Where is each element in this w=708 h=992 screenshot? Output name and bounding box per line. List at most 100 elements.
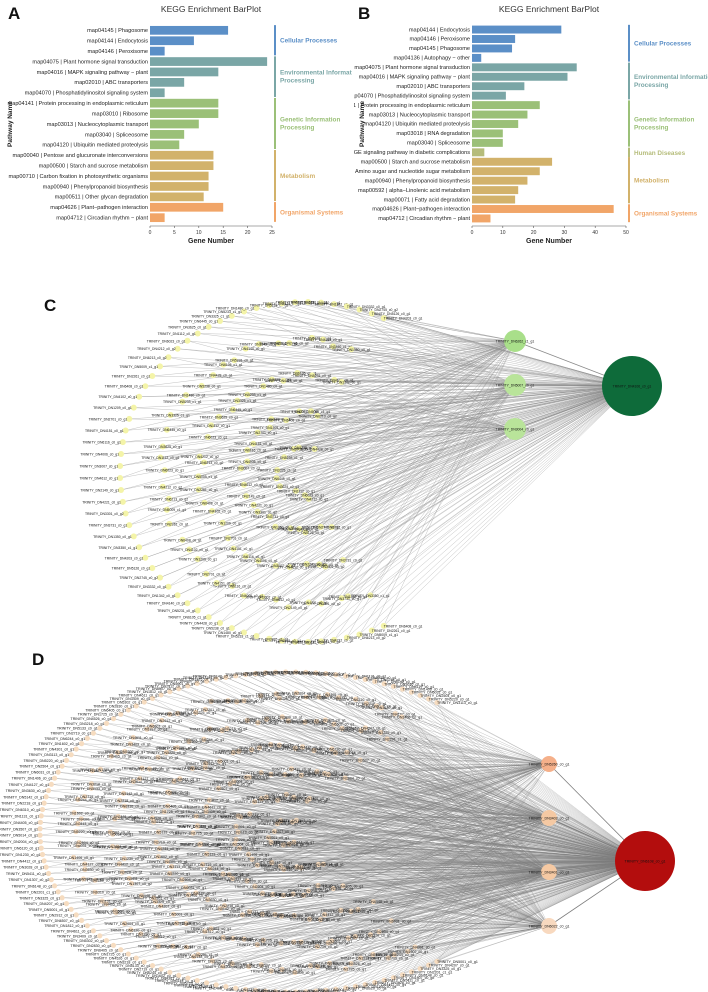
edge	[316, 763, 550, 772]
leaf-label: TRINITY_DN4611_c0_g1	[262, 968, 303, 972]
edge	[341, 728, 646, 862]
leaf-label: TRINITY_DN4412_c0_g1	[1, 859, 42, 863]
leaf-node	[48, 781, 54, 787]
leaf-node	[193, 890, 199, 896]
leaf-label: TRINITY_DN3731_c0_g1	[89, 524, 128, 528]
leaf-node	[320, 861, 327, 867]
edge	[133, 385, 633, 537]
edge	[245, 348, 516, 386]
leaf-label: TRINITY_DN5133_c0_g1	[138, 830, 179, 834]
leaf-node	[45, 787, 52, 794]
edge	[428, 698, 646, 862]
leaf-node	[103, 720, 110, 726]
leaf-node	[167, 711, 173, 717]
leaf-node	[78, 741, 85, 747]
leaf-label: TRINITY_DN1131_c0_g1	[229, 910, 270, 914]
leaf-label: TRINITY_DN2745_c0_g2	[359, 308, 398, 312]
leaf-label: TRINITY_DN6213_c0_g2	[185, 461, 224, 465]
bar	[150, 130, 185, 139]
edge	[312, 340, 516, 376]
leaf-label: TRINITY_DN6310_c0_g1	[335, 698, 376, 702]
leaf-node	[331, 376, 338, 383]
leaf-node	[161, 467, 168, 474]
leaf-node	[255, 341, 262, 348]
leaf-node	[279, 637, 286, 644]
bar	[472, 35, 516, 43]
leaf-node	[266, 302, 273, 309]
leaf-label: TRINITY_DN3325_c0_g1	[135, 900, 176, 904]
leaf-node	[114, 844, 120, 850]
leaf-label: TRINITY_DN6445_c0_g1	[214, 408, 253, 412]
leaf-node	[203, 761, 209, 767]
leaf-node	[296, 408, 303, 415]
edge	[197, 385, 633, 560]
leaf-node	[388, 918, 394, 924]
leaf-node	[379, 705, 385, 711]
edge	[177, 747, 646, 862]
leaf-label: TRINITY_DN6120_c0_g1	[346, 986, 387, 990]
leaf-label: TRINITY_DN6105_c1_g1	[276, 301, 315, 305]
bar	[150, 46, 165, 56]
edge	[114, 818, 550, 927]
leaf-label: TRINITY_DN5233_c1_g1	[216, 635, 255, 639]
leaf-label: TRINITY_DN4102_c0_g1	[252, 418, 291, 422]
leaf-label: TRINITY_DN5133_c0_g1	[110, 964, 151, 968]
edge	[169, 691, 550, 819]
edge	[301, 860, 646, 943]
edge	[242, 763, 550, 915]
leaf-node	[184, 337, 191, 344]
leaf-node	[246, 851, 252, 857]
leaf-label: TRINITY_DN2719_c0_g1	[136, 841, 177, 845]
edge	[227, 700, 646, 862]
edge	[141, 860, 646, 896]
leaf-label: TRINITY_DN3007_c0_g1	[79, 465, 118, 469]
x-tick-label: 30	[562, 230, 568, 236]
edge	[236, 701, 646, 862]
leaf-node	[274, 467, 281, 474]
leaf-label: TRINITY_DN3630_c0_g1	[187, 898, 228, 902]
leaf-node	[144, 726, 150, 732]
edge	[317, 817, 550, 967]
edge	[166, 340, 516, 430]
leaf-label: TRINITY_DN4526_c0_g1	[261, 942, 302, 946]
leaf-node	[273, 691, 279, 697]
edge	[119, 863, 550, 927]
edge	[333, 385, 633, 641]
leaf-label: TRINITY_DN4151_c0_g1	[197, 582, 236, 586]
leaf-node	[246, 963, 252, 970]
leaf-label: TRINITY_DN5142_c0_g1	[356, 705, 397, 709]
leaf-node	[126, 522, 133, 529]
edge	[390, 763, 550, 921]
edge	[73, 857, 646, 862]
leaf-label: TRINITY_DN3630_c0_g1	[361, 706, 402, 710]
leaf-label: TRINITY_DN3409_c0_g1	[110, 697, 151, 701]
leaf-node	[177, 776, 183, 782]
leaf-node	[358, 728, 364, 734]
leaf-label: TRINITY_DN4301_c0_g1	[147, 860, 188, 864]
leaf-node	[149, 815, 156, 821]
leaf-node	[232, 841, 238, 847]
leaf-node	[239, 912, 246, 918]
leaf-label: TRINITY_DN3625_c0_g1	[168, 325, 207, 329]
leaf-label: TRINITY_DN2201_c1_g1	[183, 676, 224, 680]
leaf-node	[295, 444, 302, 451]
leaf-label: TRINITY_DN6031_c0_g1	[15, 771, 56, 775]
leaf-label: TRINITY_DN4526_c0_g1	[93, 957, 134, 961]
leaf-label: TRINITY_DN5233_c1_g1	[163, 400, 202, 404]
leaf-node	[226, 872, 232, 878]
edge	[195, 860, 646, 894]
leaf-label: TRINITY_DN1112_c0_g1	[141, 456, 179, 460]
leaf-node	[242, 553, 249, 560]
leaf-label: TRINITY_DN2261_c0_g1	[179, 488, 218, 492]
edge	[155, 925, 550, 937]
mid-node-label: TRINITY_DN6262_c1_g1	[496, 340, 535, 344]
leaf-node	[378, 729, 384, 736]
leaf-node	[157, 574, 164, 581]
leaf-label: TRINITY_DN2912_c0_g1	[322, 727, 363, 731]
leaf-label: TRINITY_DN2261_c0_g1	[372, 629, 411, 633]
leaf-label: TRINITY_DN6507_c0_g1	[166, 922, 207, 926]
leaf-node	[323, 671, 329, 677]
edge	[211, 385, 633, 512]
edge	[239, 848, 646, 862]
edge	[205, 763, 646, 862]
